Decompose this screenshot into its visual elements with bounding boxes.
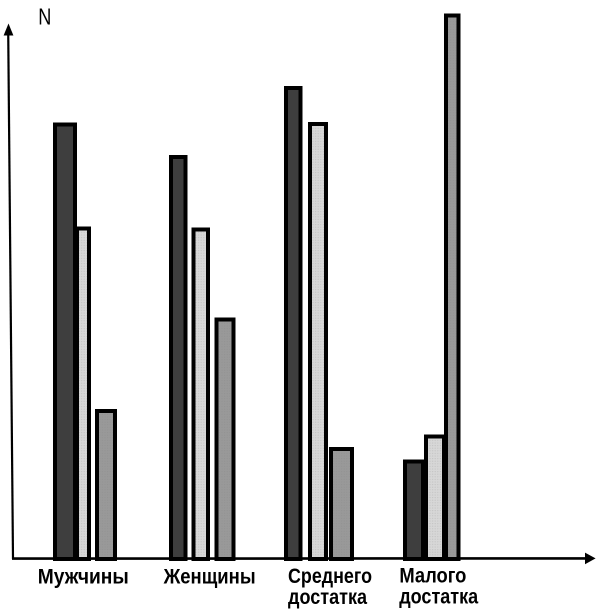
svg-text:Женщины: Женщины xyxy=(163,565,256,588)
svg-text:Мужчины: Мужчины xyxy=(38,565,129,588)
svg-text:Малого: Малого xyxy=(399,565,466,588)
svg-text:достатка: достатка xyxy=(288,586,367,609)
svg-text:Среднего: Среднего xyxy=(288,565,372,588)
svg-text:N: N xyxy=(38,4,51,30)
svg-text:достатка: достатка xyxy=(399,586,478,609)
